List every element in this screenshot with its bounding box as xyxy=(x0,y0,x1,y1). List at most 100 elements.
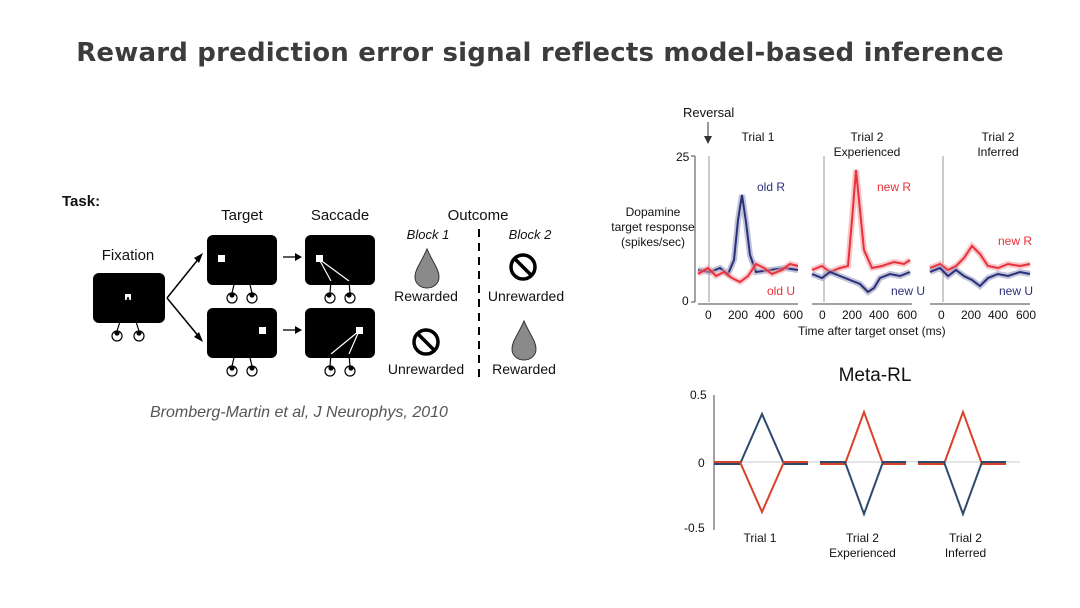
meta-label-line: Trial 1 xyxy=(743,531,777,545)
dopamine-ylabel: Dopamine target response (spikes/sec) xyxy=(598,205,708,250)
x-tick-label: 600 xyxy=(897,308,918,322)
outcome-label: Outcome xyxy=(447,207,509,224)
x-tick-label: 600 xyxy=(1016,308,1037,322)
meta-panel-label: Trial 2 Inferred xyxy=(928,531,1003,561)
x-tick-label: 600 xyxy=(783,308,804,322)
saccade-bottom-gaze-icon xyxy=(330,330,360,355)
meta-blue-trace xyxy=(918,461,1006,517)
x-tick-label: 200 xyxy=(961,308,982,322)
trace-label-new-u: new U xyxy=(999,284,1034,298)
target-square xyxy=(259,327,266,334)
outcome-bottom-block2: Rewarded xyxy=(492,361,556,377)
arrow-head-icon xyxy=(295,253,302,261)
dopamine-panel-title: Trial 1 xyxy=(718,130,798,145)
reward-drop-icon xyxy=(414,247,440,289)
task-schematic xyxy=(93,229,537,380)
meta-blue-trace xyxy=(820,461,906,517)
no-reward-icon xyxy=(412,328,440,356)
block2-label: Block 2 xyxy=(508,227,552,242)
meta-red-trace xyxy=(820,409,906,465)
saccade-screen-top xyxy=(305,235,375,285)
target-square xyxy=(218,255,225,262)
dopamine-panel-title: Trial 2 Inferred xyxy=(958,130,1038,160)
new-r-band xyxy=(928,241,1031,274)
saccade-bottom-eyes-icon xyxy=(324,353,356,377)
new-r-trace xyxy=(929,244,1031,272)
x-tick-label: 200 xyxy=(842,308,863,322)
meta-label-line: Experienced xyxy=(829,546,896,560)
target-screen-bottom xyxy=(207,308,277,358)
dopamine-ytick-bottom: 0 xyxy=(682,294,689,308)
meta-rl-title: Meta-RL xyxy=(838,365,912,386)
arrow-head-icon xyxy=(194,253,203,263)
block1-label: Block 1 xyxy=(406,227,450,242)
outcome-top-block2: Unrewarded xyxy=(487,288,565,304)
x-tick-label: 400 xyxy=(988,308,1009,322)
target-screen-top xyxy=(207,235,277,285)
panel-title-line: Inferred xyxy=(977,145,1019,159)
meta-rl-traces xyxy=(713,395,1020,530)
panel-title-line: Trial 1 xyxy=(741,130,775,144)
meta-ytick: -0.5 xyxy=(684,521,705,535)
target-top-eyes-icon xyxy=(226,250,258,304)
ylabel-line: Dopamine xyxy=(625,205,681,219)
fixation-label: Fixation xyxy=(101,247,155,264)
branch-arrows-icon xyxy=(166,256,201,339)
panel-title-line: Trial 2 xyxy=(850,130,884,144)
dopamine-ytick-top: 25 xyxy=(676,150,690,164)
panel-title-line: Trial 2 xyxy=(981,130,1015,144)
saccade-top-eyes-icon xyxy=(324,280,356,304)
x-tick-label: 200 xyxy=(728,308,749,322)
meta-label-line: Inferred xyxy=(944,546,987,560)
x-tick-label: 0 xyxy=(819,308,826,322)
panel-title-line: Experienced xyxy=(833,145,901,159)
task-diagram: Task: Fixation Target Saccade Outcome Bl… xyxy=(55,185,595,435)
meta-ytick: 0.5 xyxy=(690,388,707,402)
x-tick-label: 400 xyxy=(869,308,890,322)
dopamine-panel-title: Trial 2 Experienced xyxy=(822,130,912,160)
new-u-trace xyxy=(811,270,911,294)
reward-drop-icon xyxy=(511,319,537,361)
old-r-trace xyxy=(697,194,799,276)
task-heading: Task: xyxy=(62,193,101,210)
saccade-screen-bottom xyxy=(305,308,375,358)
slide-title: Reward prediction error signal reflects … xyxy=(76,38,1004,68)
to-saccade-arrows-icon xyxy=(283,256,298,331)
target-bottom-eyes-icon xyxy=(226,323,258,377)
ylabel-line: target response xyxy=(611,220,695,234)
x-tick-label: 400 xyxy=(755,308,776,322)
outcome-bottom-block1: Unrewarded xyxy=(387,361,465,377)
target-label: Target xyxy=(221,207,263,224)
meta-blue-trace xyxy=(714,411,808,465)
saccade-top-gaze-icon xyxy=(318,258,350,282)
trace-label-new-r: new R xyxy=(877,180,912,194)
arrow-head-icon xyxy=(194,332,203,342)
trace-label-new-r: new R xyxy=(998,234,1033,248)
no-reward-icon xyxy=(509,253,537,281)
dopamine-traces xyxy=(691,155,1031,305)
arrow-head-icon xyxy=(295,326,302,334)
reversal-annotation: Reversal xyxy=(683,105,735,120)
outcome-top-block1: Rewarded xyxy=(394,288,458,304)
meta-label-line: Trial 2 xyxy=(949,531,982,545)
trace-label-old-r: old R xyxy=(757,180,786,194)
saccade-label: Saccade xyxy=(310,207,370,224)
trace-label-old-u: old U xyxy=(767,284,796,298)
old-u-trace xyxy=(697,262,799,284)
citation: Bromberg-Martin et al, J Neurophys, 2010 xyxy=(150,404,448,421)
meta-red-trace xyxy=(714,461,808,515)
saccade-square xyxy=(356,327,363,334)
fixation-eyes-icon xyxy=(111,296,145,342)
meta-ytick: 0 xyxy=(698,456,705,470)
dopamine-xlabel: Time after target onset (ms) xyxy=(798,324,946,338)
saccade-square xyxy=(316,255,323,262)
meta-panel-label: Trial 1 xyxy=(725,531,795,546)
ylabel-line: (spikes/sec) xyxy=(620,235,685,249)
meta-panel-label: Trial 2 Experienced xyxy=(815,531,910,561)
meta-red-trace xyxy=(918,409,1006,465)
reversal-arrow-icon xyxy=(704,122,712,144)
x-tick-label: 0 xyxy=(938,308,945,322)
meta-label-line: Trial 2 xyxy=(846,531,879,545)
trace-label-new-u: new U xyxy=(891,284,926,298)
new-u-trace xyxy=(929,266,1031,288)
